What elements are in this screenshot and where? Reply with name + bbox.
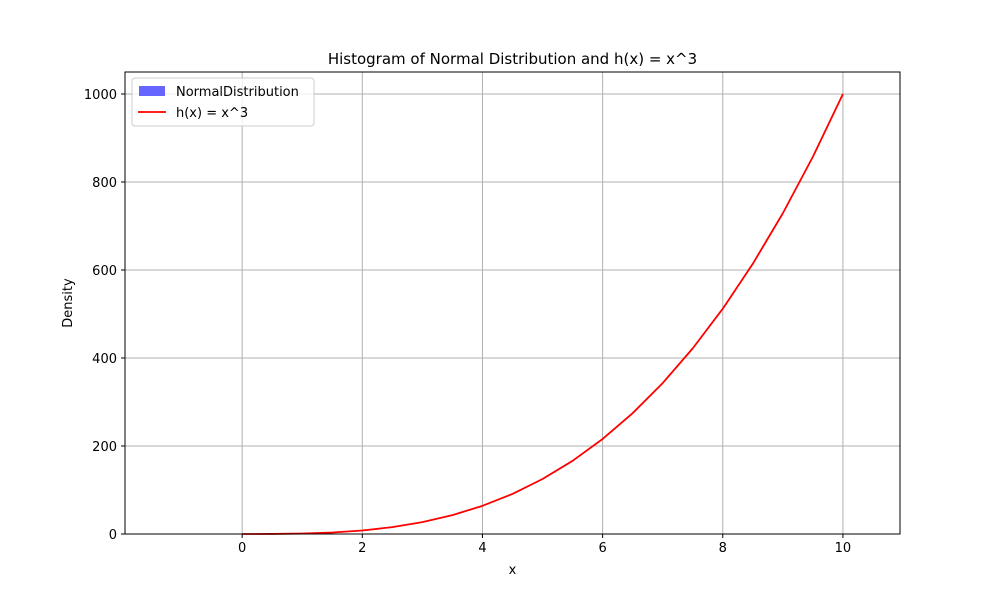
axis-ticks: 0 2 4 6 8 10 0 200 400 600 800 1000 <box>84 88 851 556</box>
y-tick-label: 800 <box>92 176 117 191</box>
y-tick-label: 1000 <box>84 88 117 103</box>
legend: NormalDistribution h(x) = x^3 <box>131 77 315 127</box>
y-tick-label: 200 <box>92 440 117 455</box>
y-axis-label: Density <box>61 278 76 328</box>
legend-label-normal-distribution: NormalDistribution <box>176 85 299 100</box>
legend-box <box>131 77 315 127</box>
x-tick-label: 10 <box>835 541 852 556</box>
plot-series <box>242 93 844 535</box>
x-tick-label: 4 <box>478 541 486 556</box>
x-tick-label: 0 <box>238 541 246 556</box>
y-tick-label: 400 <box>92 352 117 367</box>
x-tick-label: 8 <box>719 541 727 556</box>
legend-swatch-normal-distribution <box>139 86 165 96</box>
y-tick-label: 0 <box>109 528 117 543</box>
series-line-h-x <box>242 93 844 535</box>
plot-frame <box>124 71 901 535</box>
x-tick-label: 2 <box>358 541 366 556</box>
x-axis-label: x <box>509 563 517 578</box>
chart-title: Histogram of Normal Distribution and h(x… <box>328 50 697 68</box>
y-tick-label: 600 <box>92 264 117 279</box>
legend-label-h-x: h(x) = x^3 <box>176 106 248 121</box>
x-tick-label: 6 <box>598 541 606 556</box>
